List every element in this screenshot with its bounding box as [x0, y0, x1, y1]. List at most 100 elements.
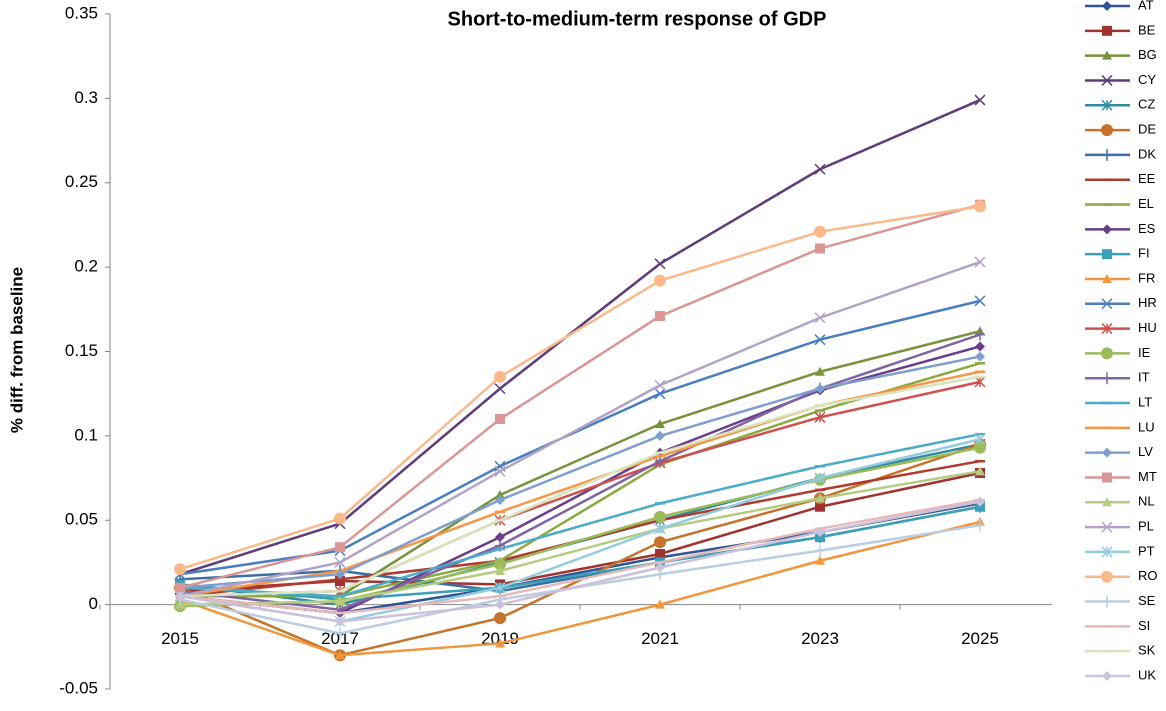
- y-tick-label: 0.25: [65, 172, 98, 191]
- legend-label: ES: [1138, 221, 1156, 236]
- marker: [655, 599, 665, 609]
- marker: [495, 414, 505, 424]
- legend-marker: [1101, 570, 1113, 583]
- marker: [334, 512, 346, 525]
- marker: [654, 536, 666, 549]
- marker: [974, 200, 986, 213]
- legend-label: AT: [1138, 0, 1154, 12]
- legend-marker: [1102, 273, 1112, 283]
- y-tick-label: 0: [89, 594, 98, 613]
- marker: [975, 519, 985, 532]
- legend-marker: [1101, 323, 1113, 335]
- series-line: [179, 299, 981, 576]
- series-line: [179, 260, 981, 598]
- legend-marker: [1101, 347, 1113, 360]
- legend-label: EL: [1138, 196, 1154, 211]
- marker: [335, 596, 345, 606]
- legend-label: SE: [1138, 593, 1156, 608]
- marker: [494, 370, 506, 383]
- series-line: [179, 98, 981, 576]
- y-tick-label: 0.35: [65, 3, 98, 22]
- marker: [654, 379, 666, 391]
- marker: [655, 430, 665, 441]
- legend-label: LT: [1138, 394, 1152, 409]
- y-tick-label: 0.15: [65, 341, 98, 360]
- y-tick-label: -0.05: [59, 678, 98, 697]
- legend-marker: [1102, 50, 1112, 60]
- legend-label: LV: [1138, 444, 1153, 459]
- series-line: [179, 333, 981, 611]
- marker: [335, 616, 345, 627]
- legend-label: PL: [1138, 519, 1154, 534]
- chart-title: Short-to-medium-term response of GDP: [448, 8, 827, 30]
- legend-label: DE: [1138, 122, 1156, 137]
- legend-marker: [1102, 671, 1112, 681]
- legend-marker: [1101, 298, 1113, 310]
- marker: [335, 576, 345, 586]
- marker: [654, 274, 666, 287]
- marker: [174, 563, 186, 576]
- legend-marker: [1102, 472, 1112, 483]
- legend-marker: [1102, 224, 1112, 235]
- marker: [335, 650, 345, 660]
- marker: [975, 341, 985, 352]
- series-line: [179, 500, 981, 623]
- legend-label: EE: [1138, 171, 1156, 186]
- marker: [974, 256, 986, 268]
- marker: [175, 591, 185, 602]
- marker: [494, 612, 506, 625]
- marker: [655, 311, 665, 322]
- legend-label: SK: [1138, 643, 1156, 658]
- legend-label: NL: [1138, 494, 1155, 509]
- marker: [494, 558, 506, 571]
- legend-marker: [1102, 595, 1112, 608]
- x-tick-label: 2025: [961, 629, 999, 648]
- marker: [494, 465, 506, 477]
- marker: [974, 94, 986, 106]
- legend-marker: [1102, 148, 1112, 161]
- x-tick-label: 2015: [161, 629, 199, 648]
- legend-label: UK: [1138, 667, 1156, 682]
- series-line: [179, 205, 981, 571]
- legend-label: FI: [1138, 246, 1150, 261]
- marker: [814, 312, 826, 324]
- marker: [975, 501, 985, 512]
- legend-label: SI: [1138, 618, 1150, 633]
- legend-marker: [1101, 546, 1113, 558]
- marker: [335, 542, 345, 553]
- legend-marker: [1101, 124, 1113, 137]
- legend-label: CZ: [1138, 97, 1155, 112]
- marker: [815, 366, 825, 376]
- marker: [654, 388, 666, 400]
- series: [174, 433, 986, 628]
- marker: [334, 556, 346, 568]
- marker: [814, 334, 826, 346]
- series: [175, 375, 985, 598]
- series-line: [179, 380, 981, 598]
- marker: [654, 510, 666, 523]
- y-tick-label: 0.05: [65, 510, 98, 529]
- series: [175, 496, 985, 627]
- series-line: [179, 375, 981, 598]
- marker: [815, 493, 825, 503]
- marker: [654, 258, 666, 270]
- legend-label: LU: [1138, 419, 1155, 434]
- series: [175, 432, 985, 598]
- series-line: [179, 498, 981, 615]
- series: [174, 94, 986, 580]
- marker: [815, 501, 825, 512]
- legend-marker: [1101, 74, 1113, 86]
- series: [174, 200, 986, 576]
- series: [174, 376, 986, 602]
- marker: [974, 433, 986, 445]
- legend-marker: [1102, 249, 1112, 260]
- marker: [974, 295, 986, 307]
- legend-label: PT: [1138, 543, 1155, 558]
- marker: [975, 328, 985, 341]
- legend-marker: [1102, 1, 1112, 11]
- y-tick-label: 0.3: [74, 88, 98, 107]
- marker: [495, 599, 505, 610]
- marker: [815, 383, 825, 394]
